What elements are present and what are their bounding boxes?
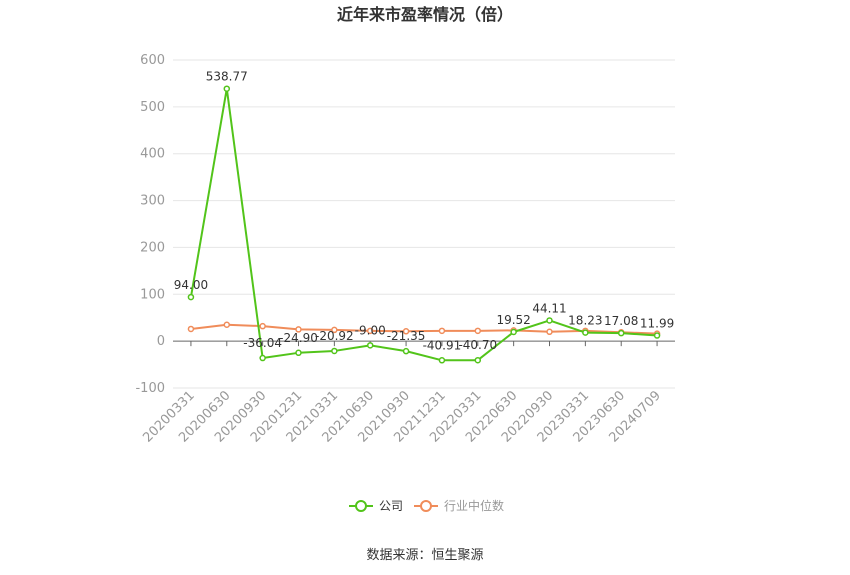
data-label: -20.92 bbox=[315, 329, 354, 343]
y-tick-label: 600 bbox=[140, 53, 165, 68]
data-label: 19.52 bbox=[496, 313, 530, 327]
grid bbox=[173, 59, 675, 389]
data-label: -21.35 bbox=[387, 329, 426, 343]
data-point[interactable] bbox=[510, 328, 517, 336]
data-label: -40.91 bbox=[423, 338, 462, 352]
data-point[interactable] bbox=[617, 329, 625, 337]
data-point[interactable] bbox=[223, 321, 231, 328]
data-point[interactable] bbox=[366, 342, 374, 349]
data-point[interactable] bbox=[474, 327, 482, 335]
legend-item-company[interactable]: 公司 bbox=[349, 499, 403, 513]
data-point[interactable] bbox=[438, 327, 446, 335]
legend-marker bbox=[355, 500, 367, 512]
series-line-company bbox=[189, 87, 658, 362]
data-point[interactable] bbox=[546, 317, 553, 324]
y-tick-label: 500 bbox=[140, 100, 165, 115]
data-label: 11.99 bbox=[640, 317, 674, 331]
data-labels: 94.00 538.77 -36.04-24.90-20.92 -9.00 -21.35… bbox=[174, 70, 675, 353]
y-tick-label: 100 bbox=[140, 287, 165, 302]
series-layer bbox=[187, 85, 661, 364]
data-point[interactable] bbox=[331, 347, 338, 355]
data-point[interactable] bbox=[546, 328, 553, 336]
data-point[interactable] bbox=[295, 326, 302, 333]
y-tick-label: 300 bbox=[140, 194, 165, 209]
data-point[interactable] bbox=[402, 347, 410, 355]
chart-title: 近年来市盈率情况（倍） bbox=[337, 5, 513, 24]
source-note: 数据来源：恒生聚源 bbox=[366, 548, 483, 563]
data-label: -9.00 bbox=[355, 323, 386, 337]
data-point[interactable] bbox=[295, 349, 302, 357]
data-label: -24.90 bbox=[279, 331, 318, 345]
data-point[interactable] bbox=[331, 326, 338, 334]
y-tick-label: 0 bbox=[157, 334, 165, 349]
data-point[interactable] bbox=[187, 293, 195, 301]
data-label: -36.04 bbox=[243, 336, 282, 350]
data-point[interactable] bbox=[402, 328, 410, 335]
data-label: 94.00 bbox=[174, 278, 208, 292]
data-label: 44.11 bbox=[532, 301, 566, 315]
data-point[interactable] bbox=[223, 85, 231, 92]
legend-marker bbox=[420, 500, 432, 512]
data-point[interactable] bbox=[474, 356, 482, 364]
legend[interactable]: 公司 行业中位数 bbox=[349, 498, 504, 513]
data-point[interactable] bbox=[259, 354, 266, 362]
data-label: -40.70 bbox=[458, 338, 497, 352]
data-label: 17.08 bbox=[604, 314, 638, 328]
data-point[interactable] bbox=[653, 332, 661, 339]
y-tick-label: -100 bbox=[135, 381, 165, 396]
x-axis: 2020033120200630202009302020123120210331… bbox=[140, 341, 664, 446]
data-point[interactable] bbox=[438, 357, 446, 364]
data-point[interactable] bbox=[582, 329, 589, 336]
y-tick-label: 400 bbox=[140, 147, 165, 162]
y-axis: -100 0 100 200 300 400 500 600 bbox=[135, 53, 165, 396]
data-point[interactable] bbox=[366, 327, 374, 335]
legend-label: 公司 bbox=[379, 499, 403, 513]
legend-item-industry-median[interactable]: 行业中位数 bbox=[414, 498, 504, 513]
legend-label: 行业中位数 bbox=[444, 498, 504, 513]
data-label: 538.77 bbox=[206, 70, 248, 84]
data-label: 18.23 bbox=[568, 314, 602, 328]
data-point[interactable] bbox=[187, 325, 195, 333]
data-point[interactable] bbox=[259, 322, 266, 330]
y-tick-label: 200 bbox=[140, 240, 165, 255]
